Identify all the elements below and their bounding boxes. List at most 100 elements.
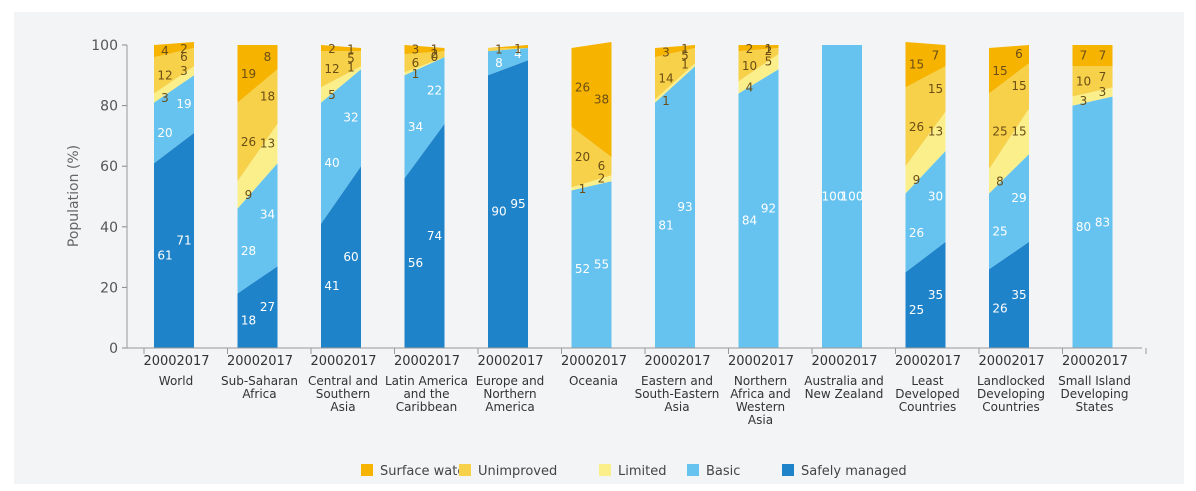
bar-safely-managed-landlocked-developing-countries [989,241,1029,348]
value-label: 1 [514,42,522,56]
value-label: 34 [408,120,423,134]
year-label: 2000 [895,354,928,369]
region-label: Oceania [569,374,618,388]
bar-unimproved-latin-america-and-the-caribbean [404,51,445,73]
value-label: 13 [260,137,275,151]
year-label: 2017 [677,354,710,369]
bar-unimproved-sub-saharan-africa [237,69,278,182]
bar-surface-water-eastern-and-south-eastern-asia [655,45,695,58]
bar-safely-managed-sub-saharan-africa [237,266,278,348]
value-label: 1 [681,58,689,72]
value-label: 4 [514,47,522,61]
region-label: Australia and [804,374,883,388]
value-label: 19 [241,67,256,81]
value-label: 7 [932,49,940,63]
legend-label-unimproved: Unimproved [478,464,557,479]
year-label: 2000 [310,354,343,369]
bar-unimproved-world [154,48,194,94]
value-label: 3 [161,91,169,105]
region-label: Central and [308,374,378,388]
value-label: 29 [1011,191,1026,205]
value-label: 93 [677,200,692,214]
region-label: Africa and [730,387,791,401]
region-label: Least [911,374,943,388]
bar-basic-oceania [571,181,612,348]
value-label: 12 [324,62,339,76]
bar-unimproved-eastern-and-south-eastern-asia [655,48,695,100]
value-label: 56 [408,256,423,270]
value-label: 4 [161,44,169,58]
value-label: 15 [1011,124,1026,138]
bar-surface-water-least-developed-countries [905,42,946,88]
y-tick-label: 40 [100,220,118,236]
bar-limited-oceania [571,175,612,191]
value-label: 9 [913,173,921,187]
bar-unimproved-small-island-developing-states [1072,66,1113,97]
value-label: 80 [1076,220,1091,234]
value-label: 1 [412,67,420,81]
value-label: 90 [491,205,506,219]
year-label: 2000 [1062,354,1095,369]
value-label: 26 [909,120,924,134]
value-label: 71 [176,233,191,247]
bar-limited-northern-africa-and-western-asia [738,54,779,94]
value-label: 25 [992,124,1007,138]
bar-limited-least-developed-countries [905,111,946,194]
value-label: 41 [324,279,339,293]
value-label: 6 [412,56,420,70]
region-label: Landlocked [977,374,1045,388]
value-label: 95 [510,197,525,211]
bar-basic-latin-america-and-the-caribbean [404,57,445,179]
region-label: Southern [316,387,371,401]
year-label: 2017 [761,354,794,369]
year-label: 2000 [227,354,260,369]
value-label: 3 [180,64,188,78]
value-label: 40 [324,156,339,170]
bar-surface-water-central-and-southern-asia [321,45,361,52]
bar-unimproved-central-and-southern-asia [321,51,361,88]
value-label: 35 [928,288,943,302]
value-label: 5 [347,52,355,66]
bar-basic-europe-and-northern-america [488,48,528,76]
value-label: 1 [765,42,773,56]
value-label: 5 [328,88,336,102]
year-label: 2017 [176,354,209,369]
value-label: 34 [260,208,275,222]
bar-limited-eastern-and-south-eastern-asia [655,63,695,103]
region-label: States [1075,400,1113,414]
value-label: 26 [909,226,924,240]
value-label: 2 [746,42,754,56]
bar-limited-sub-saharan-africa [237,123,278,209]
bar-safely-managed-world [154,132,194,348]
bar-surface-water-world [154,42,194,58]
value-label: 20 [157,126,172,140]
value-label: 84 [742,214,757,228]
bar-unimproved-europe-and-northern-america [488,48,528,52]
value-label: 25 [909,303,924,317]
value-label: 1 [495,43,503,57]
year-label: 2017 [343,354,376,369]
value-label: 1 [579,182,587,196]
value-label: 2 [431,47,439,61]
value-label: 35 [1011,288,1026,302]
value-label: 15 [992,64,1007,78]
region-label: Western [736,400,785,414]
value-label: 1 [681,42,689,56]
bar-safely-managed-europe-and-northern-america [488,60,528,348]
value-label: 38 [594,93,609,107]
bar-unimproved-least-developed-countries [905,66,946,167]
value-label: 1 [662,94,670,108]
region-label: Europe and [476,374,545,388]
value-label: 7 [1099,70,1107,84]
value-label: 27 [260,300,275,314]
value-label: 5 [681,49,689,63]
year-label: 2017 [594,354,627,369]
legend-swatch-limited [599,464,611,476]
value-label: 18 [260,90,275,104]
region-label: Africa [242,387,276,401]
chart-panel: Population (%) 0 20 40 60 80 100 61 71 20 19 3 3 12… [14,12,1184,484]
value-label: 22 [427,83,442,97]
bar-surface-water-europe-and-northern-america [488,45,528,48]
value-label: 1 [431,43,439,57]
region-label: and the [403,387,449,401]
